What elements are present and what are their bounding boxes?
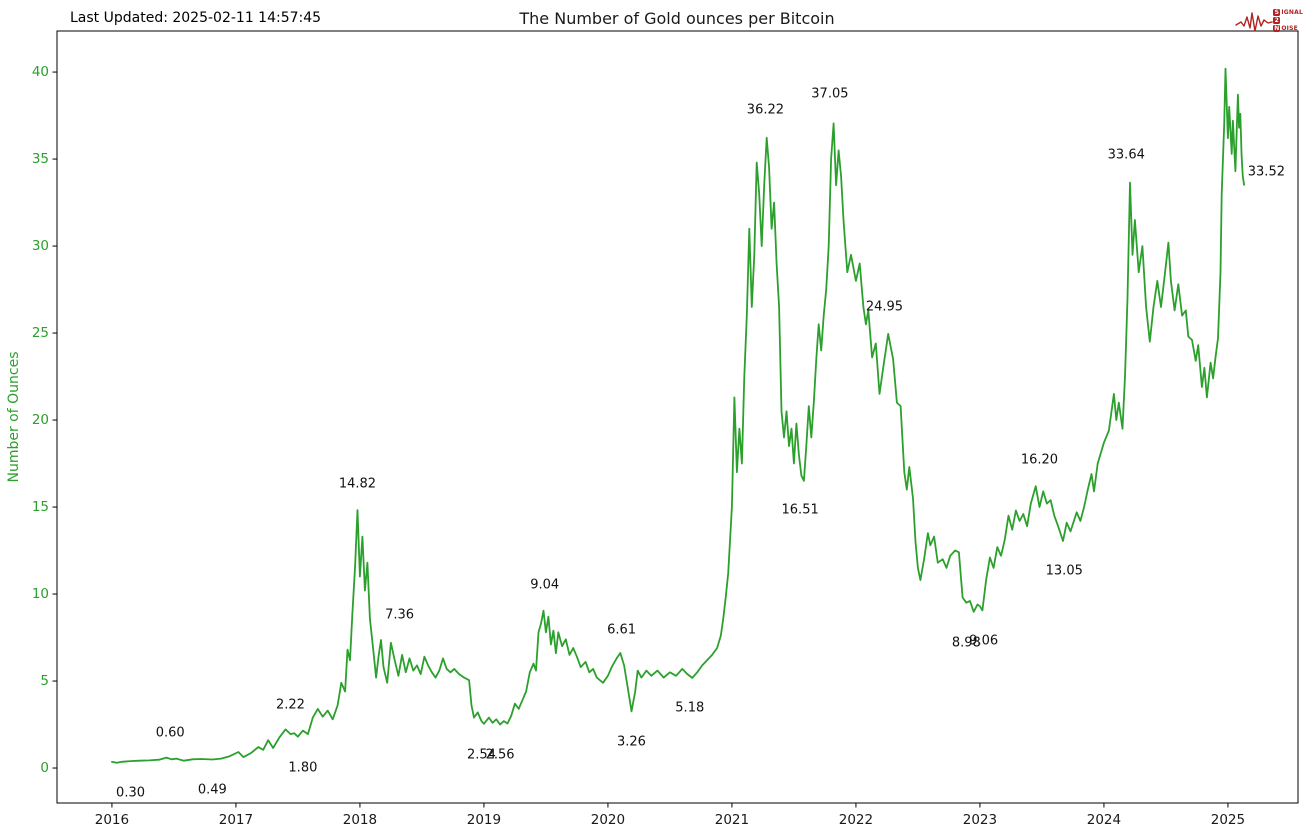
annotation-label: 36.22 bbox=[746, 102, 785, 118]
logo-number-two: 2 bbox=[1273, 16, 1303, 24]
x-tick-label: 2018 bbox=[342, 812, 378, 828]
annotation-label: 2.56 bbox=[485, 747, 515, 763]
annotation-label: 24.95 bbox=[865, 299, 904, 315]
x-tick-label: 2024 bbox=[1086, 812, 1122, 828]
x-tick-label: 2021 bbox=[714, 812, 750, 828]
x-tick-label: 2019 bbox=[466, 812, 502, 828]
x-tick-label: 2017 bbox=[218, 812, 254, 828]
y-axis-label: Number of Ounces bbox=[6, 351, 22, 483]
logo-letter-n-box: N bbox=[1273, 24, 1281, 32]
logo-word-noise: N OISE bbox=[1273, 24, 1303, 32]
x-tick-label: 2025 bbox=[1210, 812, 1246, 828]
y-tick-label: 20 bbox=[31, 412, 49, 429]
y-tick-label: 0 bbox=[40, 760, 49, 777]
annotation-label: 33.64 bbox=[1107, 147, 1145, 163]
annotation-label: 0.60 bbox=[155, 725, 185, 741]
heartbeat-waveform-icon bbox=[1235, 12, 1274, 32]
annotation-label: 9.06 bbox=[969, 633, 999, 649]
annotation-label: 16.20 bbox=[1020, 452, 1059, 468]
annotation-label: 8.98 bbox=[951, 635, 981, 651]
logo-letter-s-box: S bbox=[1273, 8, 1281, 16]
annotation-label: 2.54 bbox=[466, 747, 496, 763]
annotation-label: 2.22 bbox=[276, 697, 305, 713]
annotation-label: 14.82 bbox=[338, 476, 377, 492]
annotation-label: 37.05 bbox=[811, 86, 849, 102]
chart-title: The Number of Gold ounces per Bitcoin bbox=[519, 9, 835, 28]
y-tick-label: 10 bbox=[31, 586, 49, 603]
annotation-label: 5.18 bbox=[675, 700, 705, 716]
annotation-label: 3.26 bbox=[617, 734, 646, 750]
logo-word-noise-rest: OISE bbox=[1281, 24, 1298, 32]
annotation-label: 0.49 bbox=[197, 782, 227, 798]
annotation-label: 33.52 bbox=[1247, 164, 1285, 180]
y-tick-label: 15 bbox=[31, 499, 49, 516]
x-tick-label: 2023 bbox=[962, 812, 998, 828]
annotation-label: 13.05 bbox=[1045, 563, 1083, 579]
last-updated-text: Last Updated: 2025-02-11 14:57:45 bbox=[70, 10, 322, 26]
annotation-label: 16.51 bbox=[781, 502, 819, 518]
annotation-label: 0.30 bbox=[116, 785, 146, 801]
series-line bbox=[111, 67, 1245, 764]
annotation-label: 7.36 bbox=[385, 607, 415, 623]
x-tick-label: 2016 bbox=[94, 812, 130, 828]
logo-signal2noise: S IGNAL 2 N OISE bbox=[1235, 5, 1303, 35]
x-tick-label: 2022 bbox=[838, 812, 874, 828]
plot-frame bbox=[56, 30, 1299, 804]
logo-letter-2-box: 2 bbox=[1273, 16, 1281, 24]
y-tick-label: 40 bbox=[31, 64, 49, 81]
y-tick-label: 5 bbox=[40, 673, 49, 690]
annotation-label: 6.61 bbox=[607, 622, 637, 638]
logo-word-signal: S IGNAL bbox=[1273, 8, 1303, 16]
annotation-label: 1.80 bbox=[288, 760, 318, 776]
logo-word-signal-rest: IGNAL bbox=[1281, 8, 1303, 16]
y-tick-label: 30 bbox=[31, 238, 49, 255]
y-tick-label: 35 bbox=[31, 151, 49, 168]
x-tick-label: 2020 bbox=[590, 812, 626, 828]
annotation-label: 9.04 bbox=[530, 577, 560, 593]
y-tick-label: 25 bbox=[31, 325, 49, 342]
